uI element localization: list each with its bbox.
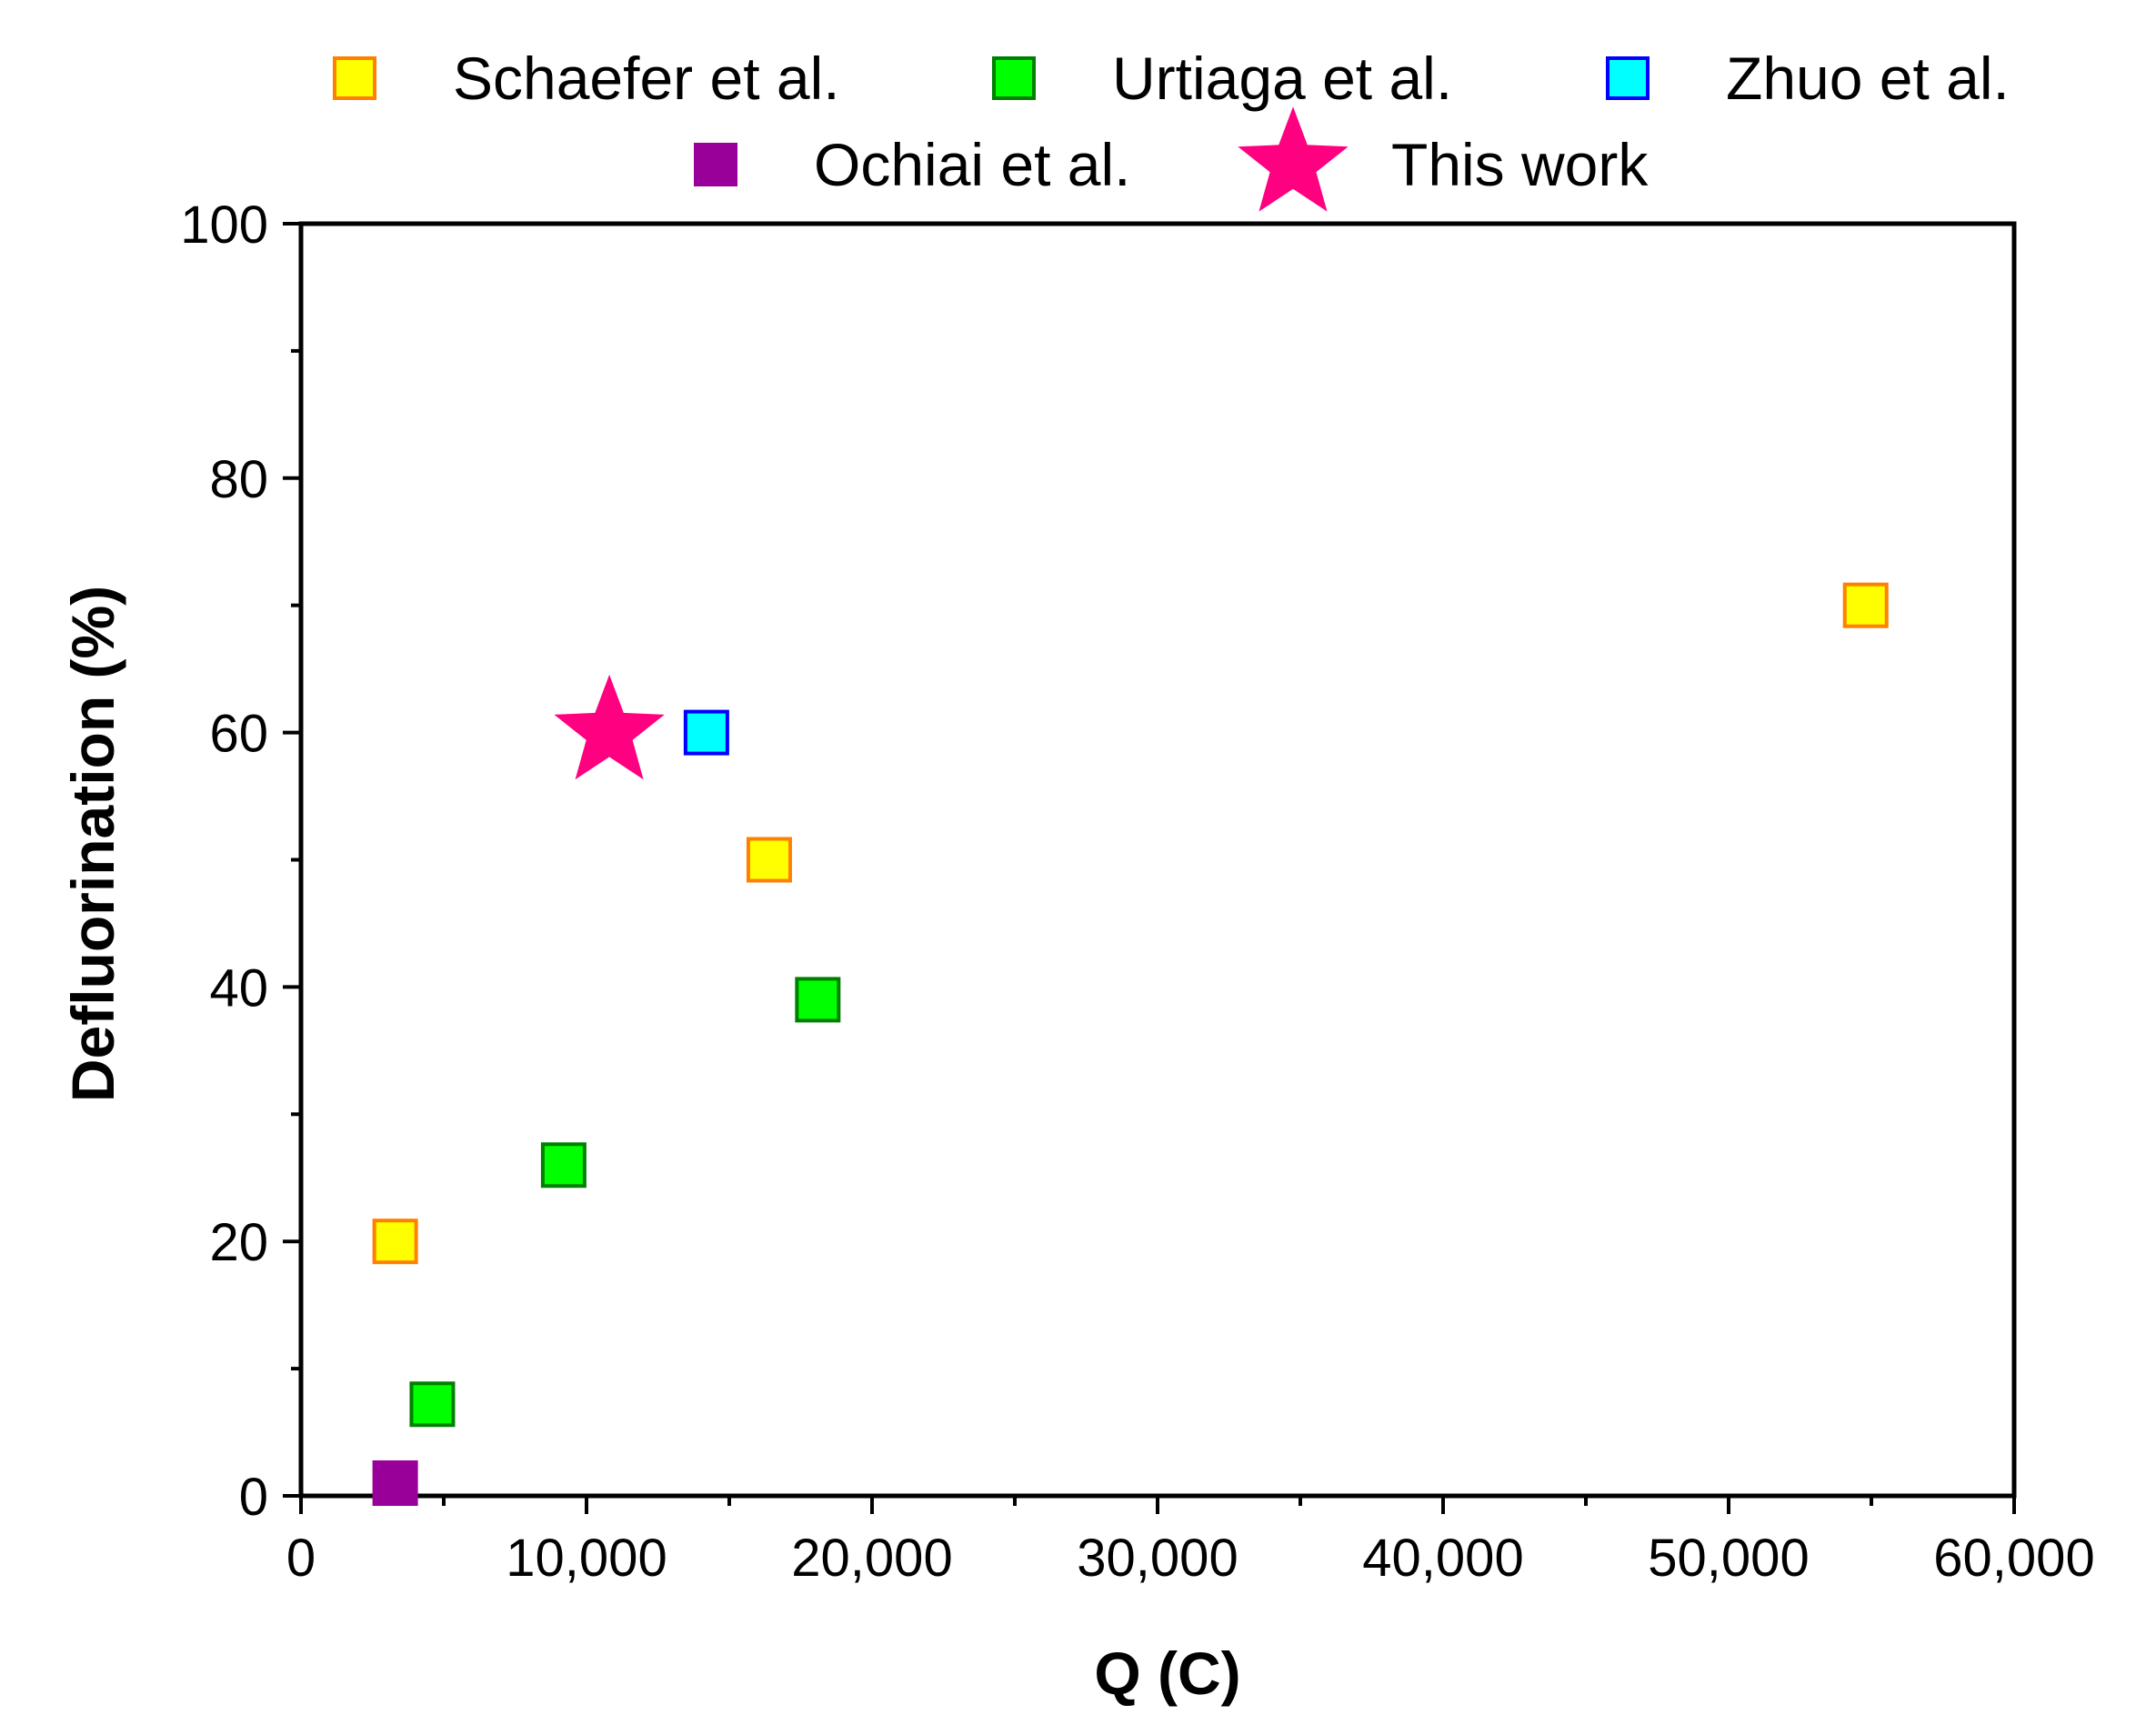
data-point [372, 1219, 418, 1265]
x-axis-title: Q (C) [1094, 1640, 1240, 1707]
x-tick-label: 50,000 [1648, 1529, 1809, 1588]
legend-marker [333, 56, 376, 100]
y-tick-label: 60 [209, 705, 268, 764]
legend-marker [1238, 106, 1349, 212]
legend-label: Zhuo et al. [1726, 45, 2010, 112]
data-point [746, 837, 792, 883]
y-tick-label: 0 [239, 1468, 268, 1527]
data-point [372, 1460, 418, 1507]
y-tick-label: 100 [180, 196, 268, 255]
x-tick-label: 30,000 [1077, 1529, 1238, 1588]
data-point [1842, 582, 1889, 628]
legend: Schaefer et al. Urtiaga et al. Zhuo et al.… [333, 45, 2010, 212]
x-tick-label: 60,000 [1933, 1529, 2094, 1588]
plot-area [298, 221, 2017, 1499]
y-tick-label: 80 [209, 450, 268, 509]
x-tick-label: 10,000 [506, 1529, 667, 1588]
legend-label: Schaefer et al. [453, 45, 840, 112]
y-axis-title: Defluorination (%) [59, 586, 126, 1102]
data-point-star [554, 674, 665, 780]
data-point [409, 1381, 456, 1428]
data-point [540, 1142, 587, 1188]
y-tick-label: 20 [209, 1213, 268, 1272]
legend-marker [694, 143, 737, 186]
x-tick-label: 20,000 [791, 1529, 952, 1588]
data-point [683, 709, 729, 756]
legend-marker [992, 56, 1036, 100]
x-tick-label: 0 [286, 1529, 316, 1588]
y-tick-label: 40 [209, 958, 268, 1018]
data-points [372, 582, 1889, 1507]
axis-ticks: 0 10,000 20,000 30,000 40,000 50,000 60,000 0 20… [180, 196, 2094, 1588]
legend-marker [1606, 56, 1650, 100]
data-point [795, 977, 841, 1023]
legend-label: Urtiaga et al. [1112, 45, 1452, 112]
x-tick-label: 40,000 [1362, 1529, 1523, 1588]
legend-label: Ochiai et al. [814, 131, 1131, 198]
legend-label: This work [1391, 131, 1649, 198]
plot-border [298, 221, 2017, 1499]
